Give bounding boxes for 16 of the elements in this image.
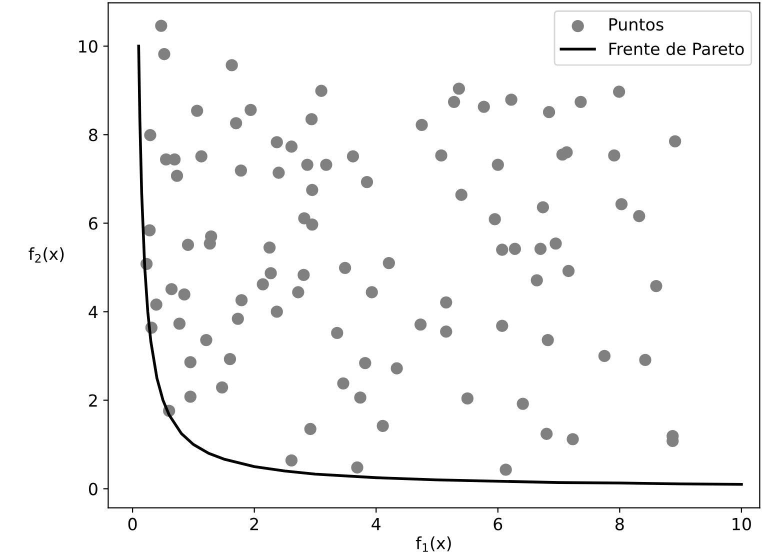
legend-label: Puntos — [609, 18, 664, 31]
x-tick-label: 10 — [732, 518, 751, 530]
y-tick-label: 2 — [89, 394, 97, 407]
y-tick-label: 8 — [89, 128, 98, 142]
x-tick-label: 8 — [616, 518, 624, 530]
x-axis-title: f$_{1}$(x) — [416, 536, 451, 552]
y-tick-label: 6 — [89, 217, 98, 230]
y-tick-label: 0 — [88, 482, 98, 496]
y-tick-label: 10 — [79, 40, 98, 53]
y-axis-title: f$_{2}$(x) — [28, 247, 64, 263]
x-tick-label: 6 — [494, 518, 502, 530]
x-tick-label: 2 — [250, 518, 258, 530]
y-tick-label: 4 — [88, 306, 98, 318]
legend-label: Frente de Pareto — [609, 42, 744, 56]
x-tick-label: 4 — [372, 518, 380, 530]
x-tick-label: 0 — [128, 518, 137, 530]
